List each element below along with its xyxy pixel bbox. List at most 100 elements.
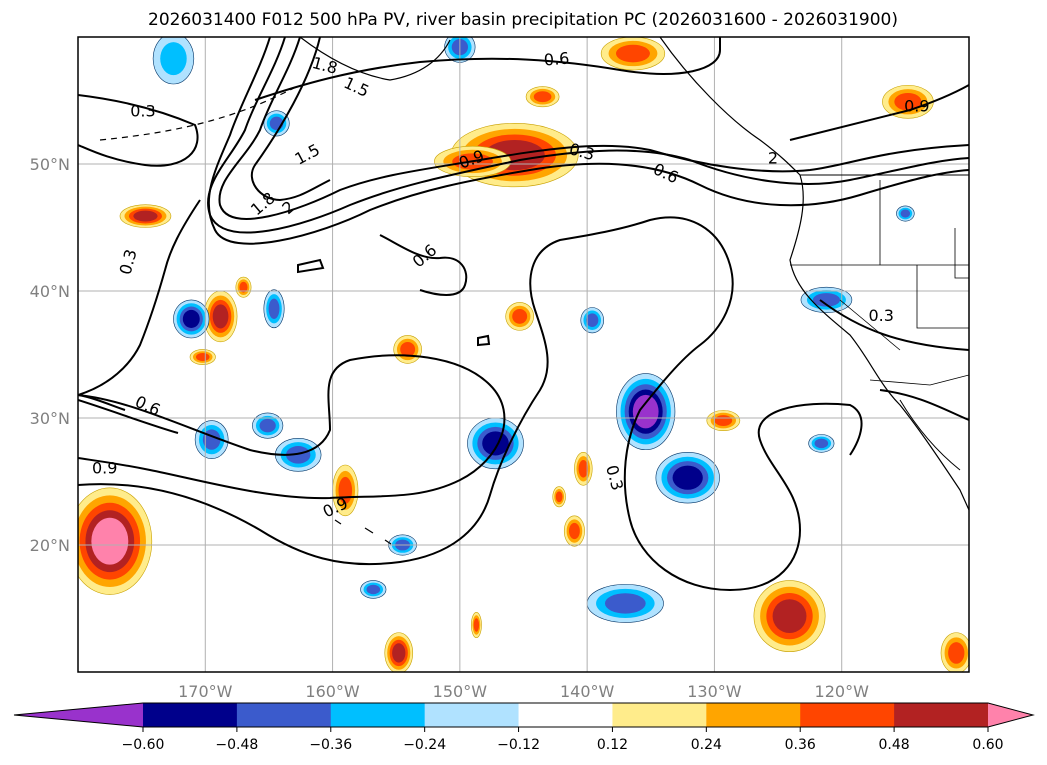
- pv-contour-line: [78, 199, 201, 396]
- axis-ticks: 170°W 160°W 150°W 140°W 130°W 120°W 20°N 30°N 40…: [30, 155, 869, 701]
- precip-contour-fill: [259, 418, 276, 433]
- precip-positive-area: [882, 84, 934, 119]
- precip-negative-area: [173, 299, 210, 339]
- precip-contour-fill: [400, 341, 416, 357]
- colorbar-tick-label: 0.24: [691, 737, 722, 753]
- colorbar-bin: [236, 703, 332, 727]
- colorbar-ticks: −0.60 −0.48 −0.36 −0.24 −0.12 0.12 0.24 0.36 0.4…: [122, 727, 1004, 753]
- precip-contour-fill: [533, 91, 552, 103]
- colorbar-bin: [518, 703, 613, 727]
- precip-positive-area: [574, 451, 593, 486]
- x-tick-label: 160°W: [305, 682, 360, 701]
- coastline-north-america: [659, 37, 969, 511]
- precip-contour-fill: [239, 281, 248, 293]
- colorbar-bin: [612, 703, 707, 727]
- precip-layer: [78, 37, 969, 672]
- x-tick-label: 140°W: [560, 682, 615, 701]
- precip-positive-area: [600, 37, 666, 71]
- precip-positive-area: [552, 486, 566, 508]
- precip-negative-area: [274, 438, 322, 472]
- precip-contour-fill: [268, 298, 280, 319]
- precip-negative-area: [800, 286, 853, 313]
- precip-negative-area: [896, 205, 915, 222]
- precip-positive-area: [940, 632, 969, 672]
- precip-contour-fill: [604, 593, 646, 614]
- precip-contour-fill: [91, 517, 129, 565]
- precip-positive-area: [471, 612, 482, 639]
- precip-contour-fill: [195, 352, 210, 362]
- map-area: 0.31.81.51.51.8 20.90.60.30.620.90.3 0.60.…: [77, 36, 970, 673]
- x-tick-label: 130°W: [687, 682, 742, 701]
- precip-positive-area: [203, 290, 238, 343]
- y-tick-label: 50°N: [30, 155, 70, 174]
- border-us-mexico: [869, 374, 969, 386]
- pv-contour-line: [78, 94, 199, 167]
- colorbar-extend-high: [988, 703, 1033, 727]
- pv-contour-line: [879, 389, 969, 421]
- precip-contour-fill: [285, 446, 311, 464]
- precip-contour-fill: [473, 618, 480, 632]
- precip-positive-area: [563, 515, 585, 547]
- precip-contour-fill: [894, 92, 922, 111]
- colorbar-tick-label: −0.12: [497, 737, 540, 753]
- contour-label: 0.9: [92, 459, 117, 478]
- colorbar: −0.60 −0.48 −0.36 −0.24 −0.12 0.12 0.24 0.36 0.4…: [13, 702, 1035, 753]
- precip-positive-area: [78, 487, 153, 595]
- colorbar-tick-label: 0.36: [785, 737, 816, 753]
- precip-contour-fill: [672, 465, 703, 490]
- precip-positive-area: [505, 302, 534, 331]
- precip-contour-fill: [182, 309, 200, 328]
- islands-hawaii: [334, 519, 392, 545]
- contour-label: 0.6: [543, 49, 570, 70]
- precip-contour-fill: [814, 438, 829, 449]
- precip-contour-fill: [900, 209, 911, 218]
- border-states: [790, 180, 969, 351]
- chart-title: 2026031400 F012 500 hPa PV, river basin …: [148, 10, 898, 30]
- precip-contour-fill: [632, 394, 659, 429]
- precip-contour-fill: [160, 42, 187, 76]
- precip-positive-area: [753, 580, 826, 652]
- pv-contour-line: [207, 37, 969, 234]
- precip-negative-area: [616, 373, 676, 451]
- contour-label: 2: [768, 149, 778, 168]
- colorbar-bin: [143, 703, 238, 727]
- contour-label: 0.3: [868, 306, 893, 325]
- x-tick-label: 120°W: [815, 682, 870, 701]
- colorbar-bin: [800, 703, 895, 727]
- pv-contour-line: [250, 37, 331, 202]
- precip-negative-area: [580, 307, 604, 334]
- colorbar-tick-label: −0.48: [215, 737, 258, 753]
- precip-negative-area: [263, 110, 290, 137]
- contour-label: 0.9: [904, 97, 929, 116]
- colorbar-bin: [894, 703, 989, 727]
- coastline-baja: [899, 399, 961, 471]
- coastline-alaska: [299, 37, 451, 81]
- precip-negative-area: [586, 584, 664, 623]
- colorbar-tick-label: 0.60: [972, 737, 1003, 753]
- precip-contour-fill: [392, 643, 406, 663]
- precip-contour-fill: [772, 599, 807, 634]
- colorbar-tick-label: −0.24: [403, 737, 446, 753]
- contour-label: 0.3: [130, 102, 155, 121]
- precip-positive-area: [189, 349, 216, 365]
- colorbar-bin: [330, 703, 426, 727]
- colorbar-extend-low: [14, 703, 143, 727]
- pv-contour-line: [789, 84, 969, 141]
- pv-contour-line: [207, 37, 969, 245]
- precip-negative-area: [655, 451, 720, 504]
- precip-contour-fill: [615, 44, 650, 63]
- precip-negative-area: [808, 434, 835, 453]
- pv-contour-line: [254, 37, 721, 101]
- precip-contour-fill: [555, 491, 563, 503]
- precip-negative-area: [263, 289, 285, 329]
- colorbar-tick-label: −0.36: [309, 737, 352, 753]
- precip-negative-area: [152, 37, 195, 85]
- precip-positive-area: [235, 276, 252, 298]
- x-tick-label: 170°W: [178, 682, 233, 701]
- coastline-aleutians: [99, 84, 301, 141]
- precip-positive-area: [119, 204, 172, 228]
- colorbar-bins: [143, 703, 989, 727]
- precip-contour-fill: [578, 459, 589, 478]
- pv-contour-line: [819, 299, 969, 351]
